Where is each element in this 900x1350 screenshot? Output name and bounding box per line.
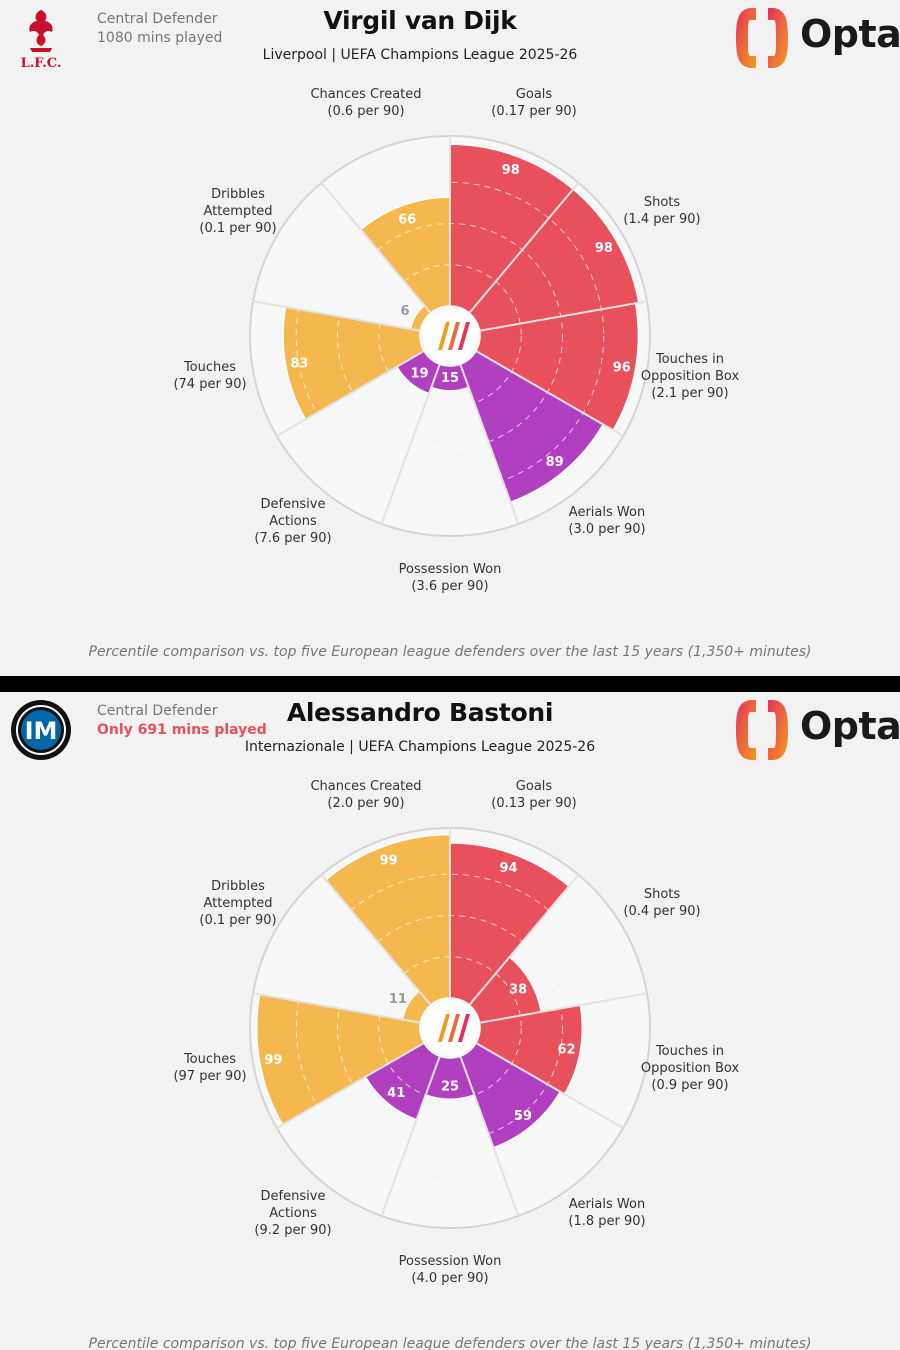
value-label: 11 [389, 992, 407, 1007]
bar-chances-created [324, 833, 451, 1007]
grid-ring [295, 873, 605, 1183]
category-label: Aerials Won (3.0 per 90) [568, 505, 645, 537]
logo-stroke [438, 1014, 450, 1042]
position-label: Central Defender [97, 703, 218, 719]
bar-aerials-won [459, 349, 605, 504]
panel-divider [0, 676, 900, 692]
value-label: 89 [546, 455, 564, 470]
spoke-line [320, 874, 432, 1006]
bar-goals [449, 143, 575, 315]
logo-stroke [458, 322, 470, 350]
spoke-line [380, 1055, 441, 1217]
spoke-line [320, 182, 432, 314]
category-label: Shots (0.4 per 90) [623, 887, 700, 919]
svg-text:L.F.C.: L.F.C. [21, 56, 62, 70]
logo-stroke [438, 322, 450, 350]
value-label: 83 [290, 357, 308, 372]
percentile-radar-chart: 94 38 62 59 25 41 99 11 99 Goals (0.13 per 90) Shot… [173, 779, 740, 1286]
category-label: Touches in Opposition Box (0.9 per 90) [641, 1044, 740, 1093]
position-label: Central Defender [97, 11, 218, 27]
player-panel: IM Central Defender Only 691 mins played… [0, 692, 900, 1350]
spoke-line [479, 992, 648, 1024]
value-label: 62 [557, 1043, 575, 1058]
spoke-line [468, 874, 580, 1006]
inter-crest-icon: IM [11, 700, 71, 760]
center-logo-icon [438, 322, 470, 350]
bar-touches-in-opposition-box [474, 302, 640, 432]
spoke-line [468, 182, 580, 314]
category-label: Defensive Actions (9.2 per 90) [254, 1189, 331, 1238]
value-label: 41 [387, 1086, 405, 1101]
minutes-played: 1080 mins played [97, 30, 223, 46]
value-label: 15 [441, 371, 459, 386]
value-label: 96 [613, 360, 631, 375]
category-label: Defensive Actions (7.6 per 90) [254, 497, 331, 546]
opta-mark-icon [736, 700, 788, 760]
svg-text:IM: IM [25, 717, 58, 745]
category-label: Possession Won (4.0 per 90) [399, 1254, 502, 1286]
value-label: 38 [509, 983, 527, 998]
center-logo-bg [422, 308, 478, 364]
spoke-line [276, 350, 425, 437]
opta-logo: Opta [734, 6, 900, 72]
opta-wordmark: Opta [800, 704, 900, 748]
center-logo-bg [422, 1000, 478, 1056]
category-label: Dribbles Attempted (0.1 per 90) [199, 879, 276, 928]
minutes-played: Only 691 mins played [97, 722, 267, 738]
category-label: Shots (1.4 per 90) [623, 195, 700, 227]
footnote: Percentile comparison vs. top five Europ… [88, 1336, 812, 1350]
spoke-line [475, 1042, 624, 1129]
category-label: Possession Won (3.6 per 90) [399, 562, 502, 594]
spoke-line [475, 350, 624, 437]
bar-aerials-won [459, 1041, 562, 1149]
category-label: Chances Created (0.6 per 90) [310, 87, 421, 119]
player-panel: L.F.C. Central Defender 1080 mins played… [20, 6, 900, 660]
logo-stroke [448, 322, 460, 350]
category-label: Touches (74 per 90) [173, 360, 246, 392]
value-label: 99 [380, 853, 398, 868]
value-label: 99 [264, 1053, 282, 1068]
logo-stroke [448, 1014, 460, 1042]
category-label: Aerials Won (1.8 per 90) [568, 1197, 645, 1229]
logo-stroke [458, 1014, 470, 1042]
bar-shots [468, 188, 640, 332]
center-logo-icon [438, 1014, 470, 1042]
spoke-line [459, 363, 520, 525]
bar-touches [282, 306, 426, 421]
category-label: Touches (97 per 90) [173, 1052, 246, 1084]
value-label: 6 [401, 304, 410, 319]
liverpool-crest-icon: L.F.C. [21, 10, 62, 70]
category-label: Goals (0.17 per 90) [491, 87, 577, 119]
spoke-line [276, 1042, 425, 1129]
value-label: 59 [514, 1109, 532, 1124]
player-name: Virgil van Dijk [323, 6, 517, 35]
spoke-line [459, 1055, 520, 1217]
spoke-line [479, 300, 648, 332]
value-label: 66 [398, 213, 416, 228]
spoke-line [252, 992, 421, 1024]
player-subtitle: Liverpool | UEFA Champions League 2025-2… [262, 47, 578, 63]
player-subtitle: Internazionale | UEFA Champions League 2… [244, 739, 596, 755]
bar-touches [255, 993, 426, 1126]
category-label: Chances Created (2.0 per 90) [310, 779, 421, 811]
category-label: Goals (0.13 per 90) [491, 779, 577, 811]
grid-ring [295, 181, 605, 491]
spoke-line [380, 363, 441, 525]
footnote: Percentile comparison vs. top five Europ… [88, 644, 812, 660]
category-label: Touches in Opposition Box (2.1 per 90) [641, 352, 740, 401]
bar-goals [449, 842, 571, 1007]
category-label: Dribbles Attempted (0.1 per 90) [199, 187, 276, 236]
value-label: 98 [502, 163, 520, 178]
value-label: 98 [595, 241, 613, 256]
opta-wordmark: Opta [800, 12, 900, 56]
spoke-line [252, 300, 421, 332]
value-label: 94 [499, 861, 517, 876]
bar-touches-in-opposition-box [474, 1004, 583, 1096]
opta-logo: Opta [734, 698, 900, 764]
value-label: 19 [411, 366, 429, 381]
opta-mark-icon [736, 8, 788, 68]
player-name: Alessandro Bastoni [286, 698, 554, 727]
value-label: 25 [441, 1079, 459, 1094]
